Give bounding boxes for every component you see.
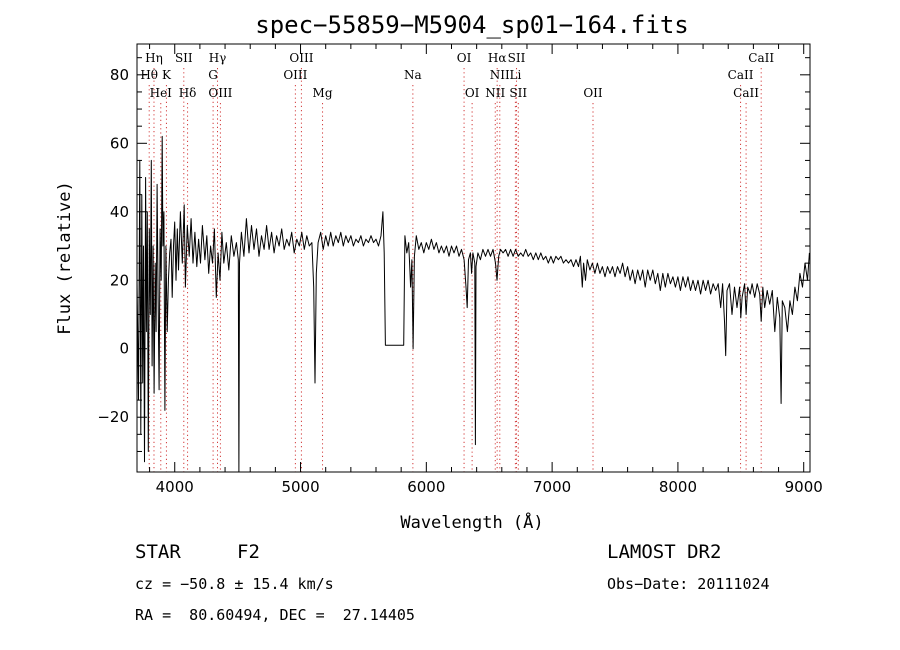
sky-coordinates: RA = 80.60494, DEC = 27.14405 — [135, 606, 415, 624]
line-label-24: CaII — [733, 86, 759, 100]
x-tick-label-2: 6000 — [407, 478, 445, 496]
observation-date: Obs−Date: 20111024 — [607, 575, 770, 593]
y-tick-label-5: 80 — [110, 66, 129, 84]
line-label-22: CaII — [748, 51, 774, 65]
x-axis-label: Wavelength (Å) — [400, 511, 543, 533]
line-label-23: CaII — [728, 68, 754, 82]
x-tick-label-5: 9000 — [785, 478, 823, 496]
line-label-5: Hδ — [179, 86, 197, 100]
object-class: STAR — [135, 541, 181, 563]
line-label-14: OI — [465, 86, 480, 100]
line-label-20: SII — [509, 86, 527, 100]
line-label-1: Hθ — [140, 68, 158, 82]
y-tick-label-0: −20 — [97, 408, 129, 426]
spectrum-line-0 — [136, 135, 810, 473]
chart-title: spec−55859−M5904_sp01−164.fits — [255, 11, 688, 39]
x-tick-label-3: 7000 — [533, 478, 571, 496]
x-tick-label-0: 4000 — [156, 478, 194, 496]
line-label-13: OI — [457, 51, 472, 65]
object-subclass: F2 — [237, 541, 260, 563]
axes: 4000 5000 6000 7000 8000 9000 −20 0 20 40 60 80 — [97, 43, 823, 496]
y-tick-label-3: 40 — [110, 203, 129, 221]
survey-name: LAMOST DR2 — [607, 541, 722, 563]
line-label-8: OIII — [208, 86, 232, 100]
line-label-15: Hα — [488, 51, 507, 65]
line-label-4: SII — [175, 51, 193, 65]
redshift-cz: cz = −50.8 ± 15.4 km/s — [135, 575, 334, 593]
line-label-19: NII — [485, 86, 505, 100]
x-tick-label-4: 8000 — [659, 478, 697, 496]
y-tick-label-1: 0 — [119, 340, 129, 358]
line-label-3: K — [162, 68, 172, 82]
line-label-10: OIII — [283, 68, 307, 82]
plot-frame — [136, 43, 811, 473]
line-label-7: G — [208, 68, 218, 82]
line-label-0: Hη — [145, 51, 163, 65]
line-label-11: Mg — [313, 86, 333, 100]
line-label-18: Li — [509, 68, 521, 82]
line-label-9: OIII — [289, 51, 313, 65]
line-label-17: NII — [490, 68, 510, 82]
line-label-2: HeI — [150, 86, 173, 100]
y-axis-label: Flux (relative) — [55, 181, 75, 335]
line-label-6: Hγ — [209, 51, 227, 65]
line-label-21: OII — [583, 86, 603, 100]
series-layer — [136, 135, 810, 473]
line-label-12: Na — [404, 68, 422, 82]
line-label-16: SII — [508, 51, 526, 65]
x-tick-label-1: 5000 — [281, 478, 319, 496]
y-tick-label-4: 60 — [110, 134, 129, 152]
y-tick-label-2: 20 — [110, 271, 129, 289]
